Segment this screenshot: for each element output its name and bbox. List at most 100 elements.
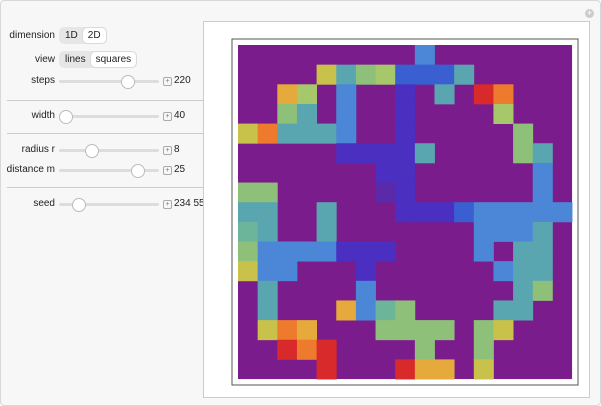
cell xyxy=(395,143,416,164)
cell xyxy=(375,241,396,262)
cell xyxy=(336,123,357,144)
cell xyxy=(277,103,298,124)
cell xyxy=(257,261,278,282)
cell xyxy=(434,84,455,105)
cell xyxy=(336,64,357,85)
cell xyxy=(532,241,553,262)
cell xyxy=(395,300,416,321)
cell xyxy=(473,84,494,105)
expand-button[interactable]: + xyxy=(163,77,172,86)
cell xyxy=(395,64,416,85)
cell xyxy=(414,320,435,341)
cell xyxy=(277,339,298,360)
cell xyxy=(277,241,298,262)
expand-button[interactable]: + xyxy=(163,200,172,209)
cell xyxy=(395,182,416,203)
cell xyxy=(414,143,435,164)
cell xyxy=(513,261,534,282)
cell xyxy=(296,84,317,105)
cell xyxy=(336,143,357,164)
cell xyxy=(434,359,455,380)
cell xyxy=(296,123,317,144)
cell xyxy=(532,202,553,223)
cell xyxy=(257,241,278,262)
cell xyxy=(296,241,317,262)
cell xyxy=(336,300,357,321)
cell xyxy=(257,280,278,301)
cell xyxy=(513,300,534,321)
expand-button[interactable]: + xyxy=(163,112,172,121)
cell xyxy=(277,123,298,144)
slider[interactable] xyxy=(59,110,159,124)
cell xyxy=(277,84,298,105)
separator xyxy=(7,100,210,101)
cell xyxy=(395,359,416,380)
option-button[interactable]: 2D xyxy=(82,28,106,43)
slider[interactable] xyxy=(59,144,159,158)
cell xyxy=(513,280,534,301)
slider-thumb[interactable] xyxy=(85,144,99,158)
cell xyxy=(336,103,357,124)
expand-button[interactable]: + xyxy=(163,146,172,155)
control-label: width xyxy=(31,110,55,121)
cell xyxy=(355,261,376,282)
cell xyxy=(355,64,376,85)
cell xyxy=(257,182,278,203)
slider[interactable] xyxy=(59,75,159,89)
cell xyxy=(316,202,337,223)
cell xyxy=(513,202,534,223)
cell xyxy=(513,221,534,242)
slider-value: 220 xyxy=(174,75,191,86)
grid-image xyxy=(231,38,579,386)
options-button[interactable]: + xyxy=(585,8,594,18)
slider-value: 40 xyxy=(174,110,186,121)
cell xyxy=(316,221,337,242)
cell xyxy=(513,123,534,144)
option-button[interactable]: lines xyxy=(65,54,86,65)
cell xyxy=(257,123,278,144)
cell xyxy=(238,261,259,282)
cell xyxy=(355,280,376,301)
cell xyxy=(473,359,494,380)
cell xyxy=(454,202,475,223)
cell xyxy=(296,339,317,360)
cell xyxy=(238,221,259,242)
slider-thumb[interactable] xyxy=(59,110,73,124)
cell xyxy=(277,320,298,341)
slider-value: 234 556 xyxy=(174,198,211,209)
separator xyxy=(7,133,210,134)
cell xyxy=(473,241,494,262)
slider[interactable] xyxy=(59,198,159,212)
cell xyxy=(257,300,278,321)
cell xyxy=(434,320,455,341)
slider-thumb[interactable] xyxy=(131,164,145,178)
cell xyxy=(473,202,494,223)
cell xyxy=(238,182,259,203)
slider-thumb[interactable] xyxy=(121,75,135,89)
cell xyxy=(316,241,337,262)
option-button[interactable]: 1D xyxy=(65,30,78,41)
cell xyxy=(493,221,514,242)
cell xyxy=(395,320,416,341)
expand-button[interactable]: + xyxy=(163,166,172,175)
cell xyxy=(395,162,416,183)
cell xyxy=(316,359,337,380)
cell xyxy=(296,103,317,124)
cell xyxy=(493,261,514,282)
cell xyxy=(375,320,396,341)
slider[interactable] xyxy=(59,164,159,178)
option-button[interactable]: squares xyxy=(90,52,137,67)
control-label: dimension xyxy=(9,30,55,41)
cell xyxy=(395,202,416,223)
cell xyxy=(473,221,494,242)
cell xyxy=(375,143,396,164)
cell xyxy=(473,339,494,360)
slider-thumb[interactable] xyxy=(72,198,86,212)
cell xyxy=(316,339,337,360)
control-label: radius r xyxy=(21,144,55,155)
slider-value: 8 xyxy=(174,144,180,155)
cell xyxy=(532,261,553,282)
cell xyxy=(375,162,396,183)
cell xyxy=(434,64,455,85)
cell xyxy=(375,182,396,203)
